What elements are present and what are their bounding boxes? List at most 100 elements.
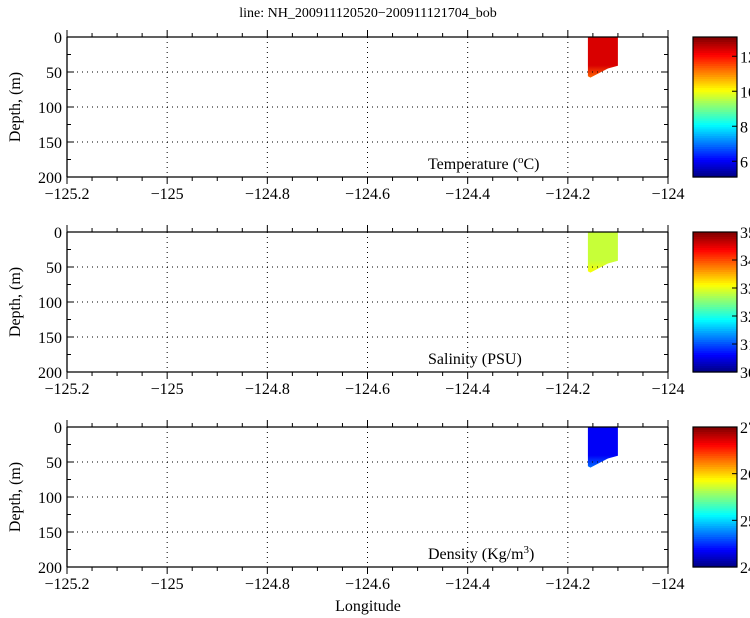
colorbar-segment xyxy=(693,505,737,509)
colorbar-segment xyxy=(693,126,737,130)
colorbar-segment xyxy=(693,319,737,323)
x-tick-label: −124.2 xyxy=(545,186,590,203)
colorbar-segment xyxy=(693,277,737,281)
colorbar-segment xyxy=(693,166,737,169)
colorbar-segment xyxy=(693,551,737,555)
colorbar-segment xyxy=(693,532,737,535)
data-region xyxy=(587,37,618,78)
colorbar-segment xyxy=(693,534,737,537)
colorbar-tick-label: 34 xyxy=(740,253,750,270)
colorbar-segment xyxy=(693,109,737,112)
colorbar-segment xyxy=(693,431,737,435)
colorbar-segment xyxy=(693,54,737,58)
colorbar-tick-label: 25 xyxy=(740,513,750,530)
colorbar-segment xyxy=(693,558,737,562)
colorbar-segment xyxy=(693,170,737,174)
colorbar-tick-label: 26 xyxy=(740,467,750,484)
colorbar-tick-label: 10 xyxy=(740,84,750,101)
colorbar-segment xyxy=(693,157,737,161)
colorbar-segment xyxy=(693,240,737,244)
colorbar-segment xyxy=(693,540,737,544)
colorbar-segment xyxy=(693,492,737,496)
colorbar-segment xyxy=(693,291,737,294)
colorbar-segment xyxy=(693,549,737,553)
colorbar-segment xyxy=(693,50,737,53)
colorbar-segment xyxy=(693,124,737,128)
colorbar-segment xyxy=(693,369,737,373)
colorbar-segment xyxy=(693,553,737,557)
colorbar-segment xyxy=(693,269,737,272)
colorbar-segment xyxy=(693,437,737,441)
colorbar-segment xyxy=(693,117,737,121)
colorbar-tick-label: 35 xyxy=(740,225,750,242)
colorbar-segment xyxy=(693,139,737,143)
colorbar-segment xyxy=(693,356,737,360)
colorbar-segment xyxy=(693,284,737,288)
x-tick-label: −125 xyxy=(151,381,184,398)
colorbar-segment xyxy=(693,466,737,470)
colorbar-segment xyxy=(693,326,737,329)
colorbar-segment xyxy=(693,337,737,340)
x-tick-label: −124.6 xyxy=(345,576,390,593)
colorbar-segment xyxy=(693,163,737,167)
colorbar-segment xyxy=(693,264,737,268)
label-text: Density (Kg/m xyxy=(428,546,524,563)
colorbar-segment xyxy=(693,256,737,259)
label-text-after: ) xyxy=(529,546,534,563)
colorbar-tick-label: 31 xyxy=(740,337,750,354)
colorbar-segment xyxy=(693,330,737,334)
colorbar-segment xyxy=(693,295,737,299)
colorbar-segment xyxy=(693,275,737,279)
panel-1: −125.2 −125 −124.8 −124.6 −124.4 −124.2 −124 0 5… xyxy=(7,30,750,203)
colorbar-segment xyxy=(693,168,737,172)
colorbar-segment xyxy=(693,122,737,126)
colorbar-segment xyxy=(693,542,737,546)
colorbar-segment xyxy=(693,113,737,117)
label-text-after: C) xyxy=(523,156,539,173)
y-tick-label: 50 xyxy=(46,65,62,82)
label-superscript: 3 xyxy=(524,544,530,556)
x-tick-label: −125 xyxy=(151,186,184,203)
colorbar-segment xyxy=(693,159,737,163)
colorbar-segment xyxy=(693,481,737,485)
colorbar-segment xyxy=(693,286,737,290)
x-tick-label: −124.8 xyxy=(245,381,290,398)
x-tick-label: −124 xyxy=(651,576,684,593)
colorbar-segment xyxy=(693,547,737,551)
colorbar-segment xyxy=(693,317,737,321)
colorbar-segment xyxy=(693,280,737,283)
colorbar-segment xyxy=(693,273,737,277)
colorbar-segment xyxy=(693,120,737,123)
colorbar-segment xyxy=(693,245,737,248)
colorbar-segment xyxy=(693,347,737,351)
colorbar-segment xyxy=(693,339,737,342)
colorbar-segment xyxy=(693,100,737,104)
colorbar-segment xyxy=(693,260,737,264)
colorbar-segment xyxy=(693,172,737,176)
y-tick-label: 150 xyxy=(38,135,62,152)
colorbar-segment xyxy=(693,133,737,137)
colorbar-segment xyxy=(693,507,737,511)
colorbar-segment xyxy=(693,89,737,93)
colorbar-segment xyxy=(693,514,737,518)
x-axis-label: Longitude xyxy=(335,598,401,615)
colorbar-segment xyxy=(693,37,737,40)
colorbar-segment xyxy=(693,91,737,95)
colorbar-segment xyxy=(693,341,737,345)
x-tick-label: −124.2 xyxy=(545,576,590,593)
y-tick-label: 100 xyxy=(38,490,62,507)
colorbar-tick-label: 12 xyxy=(740,49,750,66)
colorbar-segment xyxy=(693,350,737,353)
colorbar-segment xyxy=(693,306,737,310)
colorbar-segment xyxy=(693,328,737,332)
panel-label: Density (Kg/m3) xyxy=(428,544,534,563)
colorbar-segment xyxy=(693,115,737,119)
colorbar-segment xyxy=(693,453,737,457)
colorbar-segment xyxy=(693,52,737,56)
colorbar-segment xyxy=(693,564,737,568)
y-tick-label: 50 xyxy=(46,455,62,472)
colorbar-segment xyxy=(693,442,737,446)
colorbar-segment xyxy=(693,464,737,467)
colorbar-segment xyxy=(693,267,737,270)
